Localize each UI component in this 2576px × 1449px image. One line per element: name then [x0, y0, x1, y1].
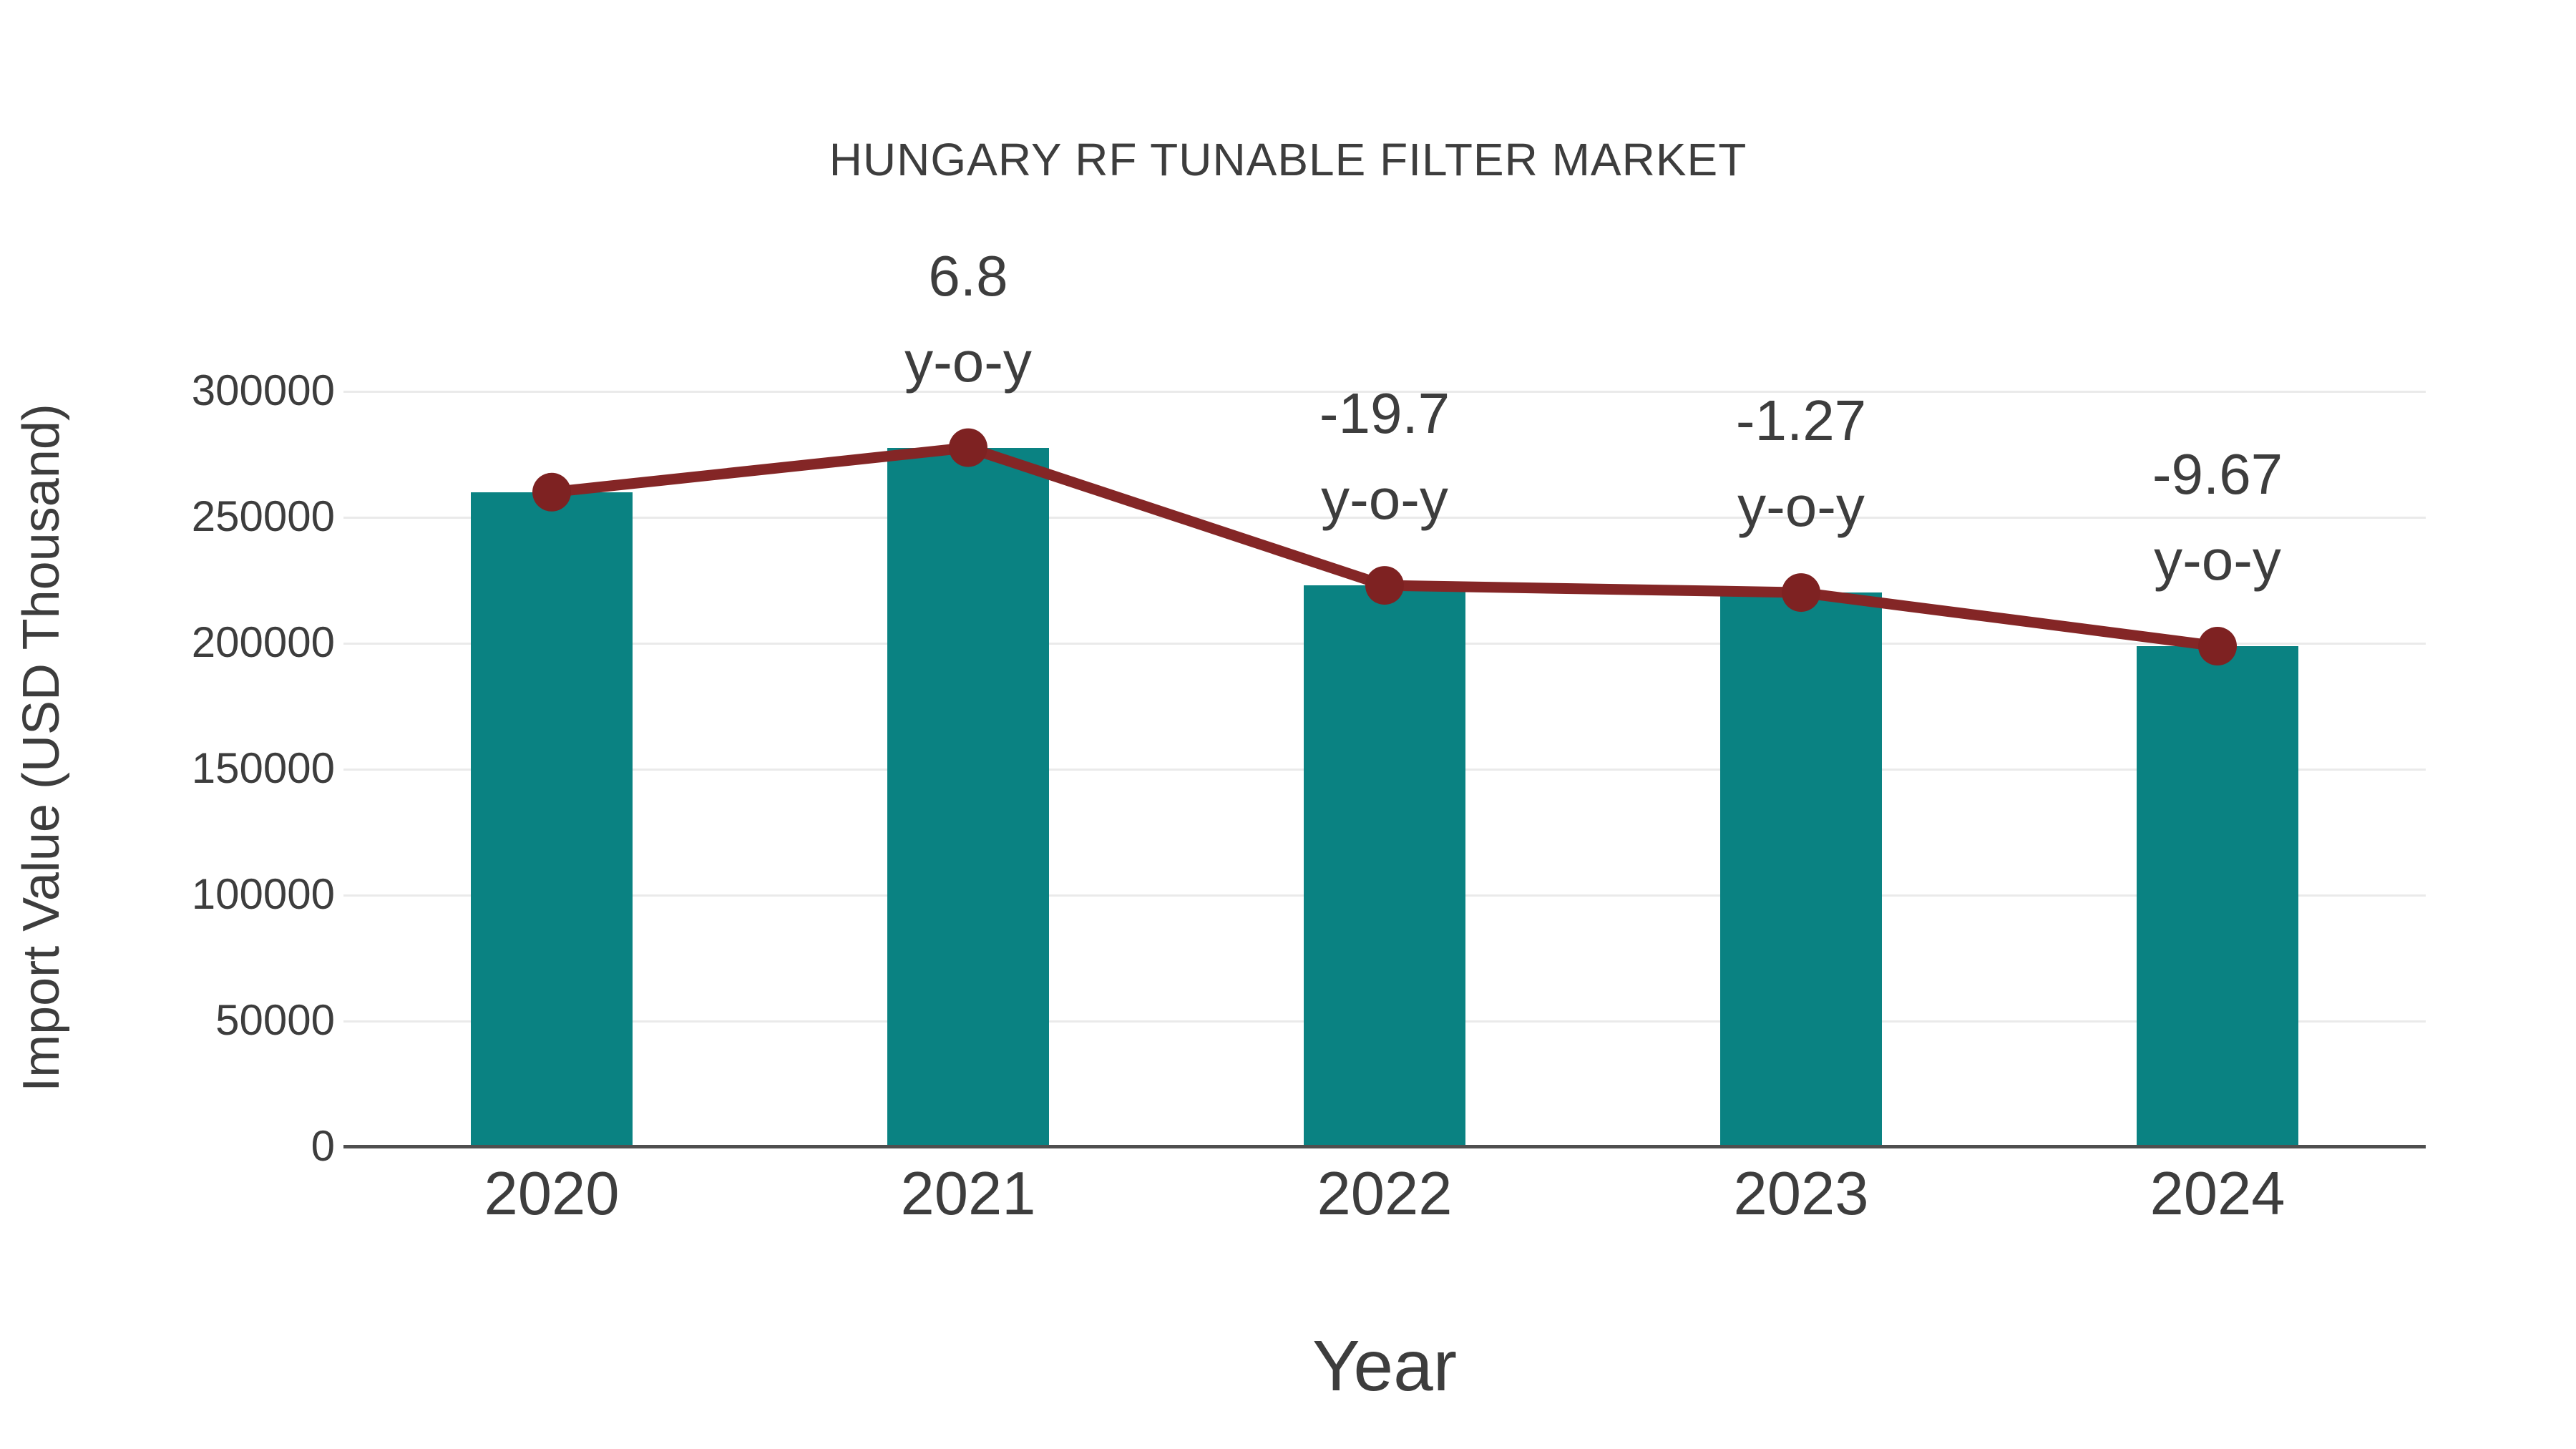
- bar-2022: [1304, 585, 1465, 1147]
- bar-2023: [1720, 592, 1882, 1147]
- x-tick-label-2021: 2021: [900, 1160, 1036, 1228]
- data-point-marker-2022: [1365, 566, 1404, 605]
- yoy-annotation-2023: -1.27 y-o-y: [1735, 389, 1867, 539]
- y-tick-label: 150000: [191, 744, 335, 793]
- x-axis-line: [343, 1145, 2426, 1148]
- gridline: [343, 390, 2426, 393]
- data-point-marker-2021: [949, 428, 987, 467]
- bar-2024: [2137, 646, 2298, 1147]
- data-point-marker-2024: [2198, 627, 2237, 666]
- x-tick-label-2020: 2020: [484, 1160, 620, 1228]
- y-tick-label: 0: [311, 1122, 335, 1171]
- chart-title: HUNGARY RF TUNABLE FILTER MARKET: [829, 134, 1747, 185]
- yoy-annotation-2024: -9.67 y-o-y: [2152, 442, 2283, 592]
- x-tick-label-2023: 2023: [1733, 1160, 1869, 1228]
- data-point-marker-2023: [1782, 573, 1820, 613]
- y-tick-label: 200000: [191, 618, 335, 667]
- y-tick-label: 300000: [191, 366, 335, 415]
- bar-2021: [887, 448, 1049, 1147]
- y-tick-label: 50000: [215, 996, 335, 1045]
- y-tick-label: 250000: [191, 492, 335, 541]
- data-point-marker-2020: [532, 472, 571, 512]
- yoy-annotation-2022: -19.7 y-o-y: [1319, 381, 1450, 532]
- x-axis-label: Year: [1312, 1326, 1458, 1406]
- x-tick-label-2022: 2022: [1317, 1160, 1453, 1228]
- gridline: [343, 516, 2426, 519]
- yoy-annotation-2021: 6.8 y-o-y: [904, 243, 1032, 394]
- bar-2020: [471, 492, 633, 1147]
- y-tick-label: 100000: [191, 870, 335, 919]
- x-tick-label-2024: 2024: [2150, 1160, 2285, 1228]
